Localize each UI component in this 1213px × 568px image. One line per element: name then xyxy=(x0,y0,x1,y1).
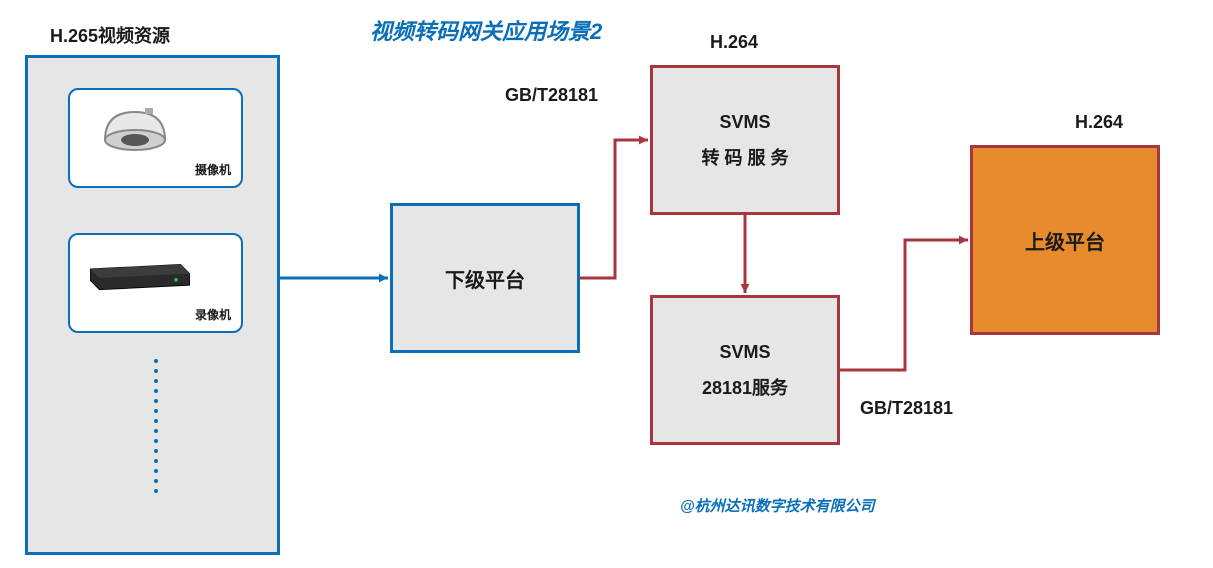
svms-28181-box: SVMS 28181服务 xyxy=(650,295,840,445)
upper-top-label: H.264 xyxy=(1075,112,1123,133)
more-devices-dots xyxy=(154,353,158,499)
svms-conv-line2: 转 码 服 务 xyxy=(701,140,788,176)
svms-conv-top-label: H.264 xyxy=(710,32,758,53)
resources-label: H.265视频资源 xyxy=(50,22,170,48)
svms-conv-box: SVMS 转 码 服 务 xyxy=(650,65,840,215)
recorder-icon xyxy=(85,260,195,296)
camera-caption: 摄像机 xyxy=(195,161,231,178)
svms-conv-line1: SVMS xyxy=(701,104,788,140)
edge-label-3: GB/T28181 xyxy=(860,398,953,419)
lower-platform-text: 下级平台 xyxy=(445,264,525,293)
footer-text: @杭州达讯数字技术有限公司 xyxy=(680,495,875,516)
lower-platform-box: 下级平台 xyxy=(390,203,580,353)
diagram-title: 视频转码网关应用场景2 xyxy=(370,14,602,46)
recorder-caption: 录像机 xyxy=(195,306,231,323)
svms-28181-line1: SVMS xyxy=(702,334,788,370)
svms-28181-line2: 28181服务 xyxy=(702,370,788,406)
upper-platform-box: 上级平台 xyxy=(970,145,1160,335)
camera-device-box: 摄像机 xyxy=(68,88,243,188)
resources-box: 摄像机 录像机 xyxy=(25,55,280,555)
recorder-device-box: 录像机 xyxy=(68,233,243,333)
edge-label-1: GB/T28181 xyxy=(505,85,598,106)
camera-icon xyxy=(85,100,185,160)
upper-platform-text: 上级平台 xyxy=(1025,226,1105,255)
